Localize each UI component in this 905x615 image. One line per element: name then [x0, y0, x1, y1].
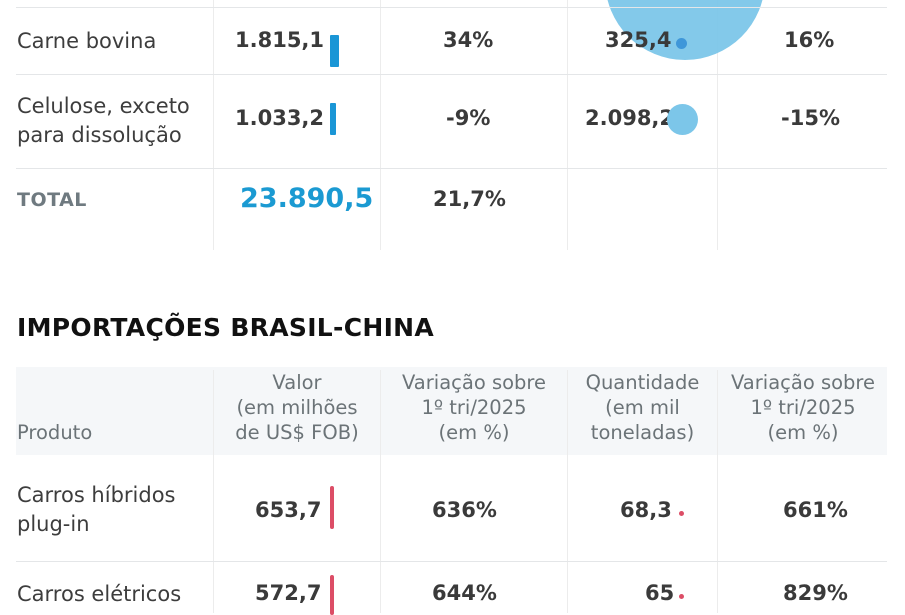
header-produto: Produto	[17, 421, 93, 444]
total-change: 21,7%	[433, 187, 506, 211]
quantity-bubble	[667, 104, 698, 135]
value-bar	[330, 35, 339, 67]
quantity-change-cell: 829%	[783, 581, 848, 605]
section-title: IMPORTAÇÕES BRASIL-CHINA	[17, 313, 435, 342]
total-value: 23.890,5	[240, 183, 374, 214]
value-change-cell: 636%	[432, 498, 497, 522]
value-change-cell: 34%	[443, 28, 494, 52]
row-divider	[16, 74, 887, 75]
product-name-line1: Carros híbridos	[17, 483, 176, 507]
quantity-bubble	[679, 594, 684, 599]
column-divider	[717, 0, 718, 250]
quantity-cell: 68,3	[620, 498, 672, 522]
column-divider	[380, 370, 381, 613]
value-change-cell: -9%	[446, 106, 491, 130]
product-name-line2: plug-in	[17, 512, 90, 536]
table-header-bg	[16, 367, 887, 455]
header-variacao-valor: Variação sobre 1º tri/2025 (em %)	[401, 371, 546, 444]
column-divider	[567, 0, 568, 250]
row-divider	[16, 7, 887, 8]
row-divider	[16, 168, 887, 169]
quantity-cell: 65	[645, 581, 675, 605]
column-divider	[380, 0, 381, 250]
quantity-bubble	[679, 511, 684, 516]
header-quantidade: Quantidade (em mil toneladas)	[585, 371, 700, 444]
column-divider	[213, 370, 214, 613]
value-bar	[330, 575, 334, 615]
row-divider	[16, 561, 887, 562]
product-name: Carne bovina	[17, 29, 157, 53]
value-bar	[330, 103, 336, 135]
header-valor: Valor (em milhões de US$ FOB)	[235, 371, 359, 444]
header-variacao-quantidade: Variação sobre 1º tri/2025 (em %)	[730, 371, 875, 444]
product-name-line2: para dissolução	[17, 123, 182, 147]
value-cell: 653,7	[255, 498, 322, 522]
total-label: TOTAL	[17, 189, 87, 211]
value-change-cell: 644%	[432, 581, 497, 605]
column-divider	[717, 370, 718, 613]
value-cell: 1.033,2	[235, 106, 325, 130]
quantity-cell: 325,4	[605, 28, 672, 52]
column-divider	[213, 0, 214, 250]
value-bar	[330, 486, 334, 529]
quantity-change-cell: 661%	[783, 498, 848, 522]
quantity-change-cell: 16%	[784, 28, 835, 52]
quantity-cell: 2.098,2	[585, 106, 675, 130]
column-divider	[567, 370, 568, 613]
quantity-bubble	[676, 38, 687, 49]
product-name: Carros elétricos	[17, 582, 182, 606]
quantity-change-cell: -15%	[781, 106, 840, 130]
product-name-line1: Celulose, exceto	[17, 94, 190, 118]
value-cell: 572,7	[255, 581, 322, 605]
value-cell: 1.815,1	[235, 28, 325, 52]
